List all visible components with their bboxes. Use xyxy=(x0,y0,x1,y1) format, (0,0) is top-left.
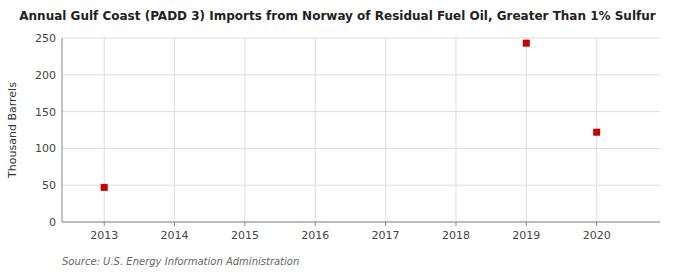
y-tick-label: 100 xyxy=(35,142,56,155)
x-grid-line xyxy=(385,38,386,222)
x-tick xyxy=(526,222,527,226)
x-tick xyxy=(455,222,456,226)
x-grid-line xyxy=(174,38,175,222)
x-grid-line xyxy=(455,38,456,222)
x-tick xyxy=(385,222,386,226)
x-tick-label: 2019 xyxy=(512,229,540,242)
source: Source: U.S. Energy Information Administ… xyxy=(62,256,299,267)
x-tick-label: 2016 xyxy=(301,229,329,242)
y-axis-line xyxy=(62,38,63,222)
x-tick-label: 2017 xyxy=(372,229,400,242)
y-grid-line xyxy=(62,38,660,39)
y-grid-line xyxy=(62,74,660,75)
y-grid-line xyxy=(62,222,660,223)
x-grid-line xyxy=(526,38,527,222)
y-tick-label: 150 xyxy=(35,106,56,119)
x-grid-line xyxy=(315,38,316,222)
point xyxy=(593,129,600,136)
x-tick-label: 2015 xyxy=(231,229,259,242)
x-tick-label: 2018 xyxy=(442,229,470,242)
chart: Annual Gulf Coast (PADD 3) Imports from … xyxy=(0,0,675,275)
x-tick xyxy=(104,222,105,226)
x-grid-line xyxy=(244,38,245,222)
y-tick-label: 250 xyxy=(35,32,56,45)
point xyxy=(523,40,530,47)
y-grid-line xyxy=(62,185,660,186)
x-tick-label: 2013 xyxy=(90,229,118,242)
x-tick xyxy=(244,222,245,226)
x-grid-line xyxy=(104,38,105,222)
x-axis-line xyxy=(62,222,660,223)
points xyxy=(101,40,600,191)
y-axis-label: Thousand Barrels xyxy=(6,82,19,179)
x-tick xyxy=(315,222,316,226)
grid xyxy=(62,38,660,222)
title: Annual Gulf Coast (PADD 3) Imports from … xyxy=(19,9,656,23)
y-tick-label: 200 xyxy=(35,69,56,82)
x-tick xyxy=(174,222,175,226)
point xyxy=(101,184,108,191)
y-grid-line xyxy=(62,148,660,149)
y-tick-label: 0 xyxy=(49,216,56,229)
x-tick xyxy=(596,222,597,226)
x-tick-label: 2014 xyxy=(161,229,189,242)
x-tick-label: 2020 xyxy=(583,229,611,242)
y-tick-label: 50 xyxy=(42,179,56,192)
y-grid-line xyxy=(62,111,660,112)
